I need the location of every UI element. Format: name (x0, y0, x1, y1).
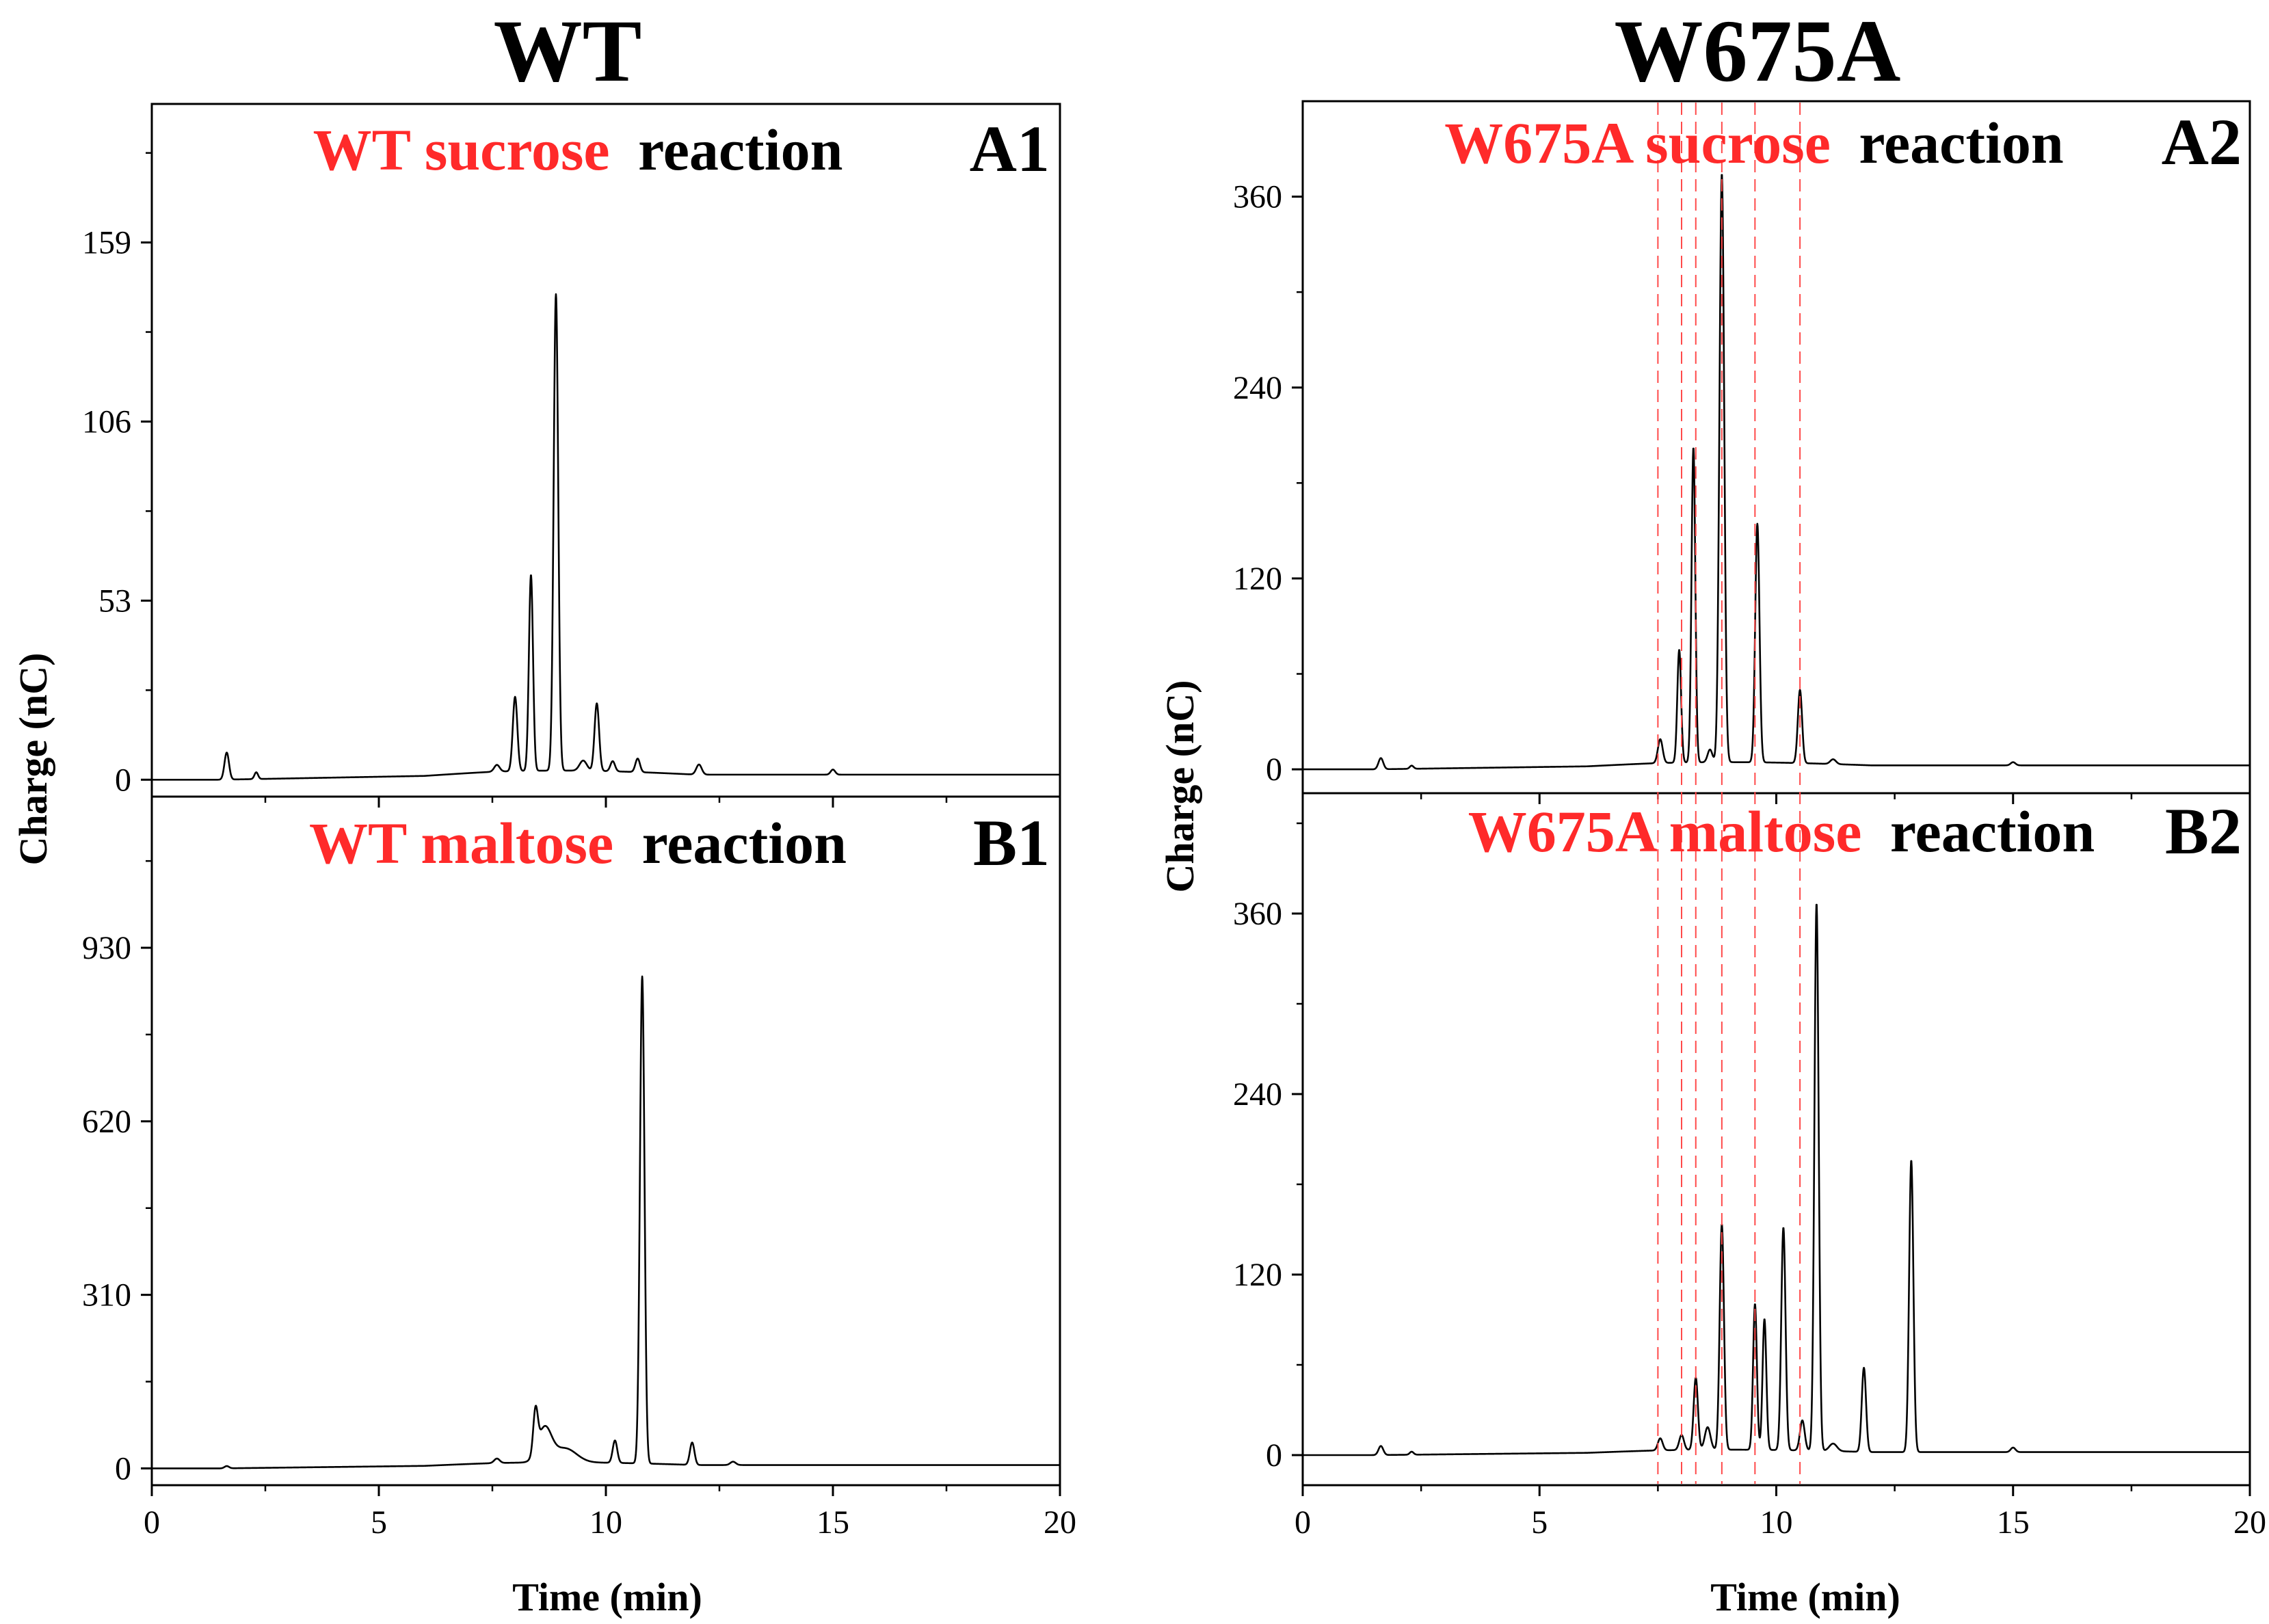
panel-title-b2-rest: reaction (1890, 799, 2095, 864)
y-tick-label-b2: 360 (1233, 896, 1282, 932)
panel-title-a1-highlight: WT sucrose (313, 117, 610, 183)
plot-frame-a1 (150, 103, 1061, 798)
column-title-wt: WT (494, 2, 642, 101)
x-tick-label-b2: 15 (1997, 1504, 2030, 1541)
panel-b1-wt-maltose: 0 310 620 930 0 5 10 15 20 (82, 795, 1076, 1541)
x-tick-label-b1: 10 (589, 1504, 622, 1541)
y-tick-label-a2: 0 (1266, 751, 1282, 788)
x-tick-label-b2: 10 (1760, 1504, 1793, 1541)
plot-frame-b2 (1301, 792, 2251, 1487)
x-tick-label-b1: 5 (371, 1504, 387, 1541)
x-axis-label-left: Time (min) (512, 1575, 702, 1619)
trace-line-b2 (1302, 903, 2251, 1456)
y-tick-label-a2: 240 (1233, 370, 1282, 406)
y-tick-label-b2: 120 (1233, 1257, 1282, 1293)
panel-title-b1-rest: reaction (642, 810, 847, 876)
panel-title-b1: WT maltose reaction (309, 810, 847, 876)
panel-a2-w675a-sucrose: 0 120 240 360 (1233, 100, 2251, 804)
panel-title-a2: W675A sucrose reaction (1444, 110, 2063, 176)
y-tick-label-a1: 106 (82, 403, 131, 440)
x-tick-label-b1: 0 (144, 1504, 160, 1541)
panel-b2-w675a-maltose: 0 120 240 360 0 5 10 15 20 (1233, 103, 2266, 1541)
x-tick-label-b2: 20 (2233, 1504, 2266, 1541)
y-tick-label-b1: 310 (82, 1277, 131, 1314)
plot-frame-a2 (1301, 100, 2251, 795)
y-tick-label-a2: 360 (1233, 179, 1282, 215)
panel-label-a2: A2 (2162, 105, 2242, 178)
y-tick-label-a2: 120 (1233, 561, 1282, 597)
x-tick-label-b1: 20 (1044, 1504, 1076, 1541)
panel-title-b2-highlight: W675A maltose (1468, 799, 1862, 864)
x-axis-label-right: Time (min) (1710, 1575, 1900, 1619)
panel-label-a1: A1 (970, 112, 1050, 185)
column-title-w675a: W675A (1615, 2, 1901, 101)
y-axis-label-right: Charge (nC) (1158, 680, 1202, 893)
panel-label-b2: B2 (2165, 795, 2242, 868)
panel-title-a1: WT sucrose reaction (313, 117, 843, 183)
y-tick-label-a1: 159 (82, 225, 131, 261)
panel-title-a2-rest: reaction (1859, 110, 2063, 176)
panel-title-a1-rest: reaction (638, 117, 842, 183)
trace-line-b1 (151, 975, 1061, 1469)
panel-title-b2: W675A maltose reaction (1468, 799, 2095, 864)
panel-label-b1: B1 (973, 806, 1050, 879)
y-tick-label-b2: 0 (1266, 1437, 1282, 1474)
y-tick-label-a1: 0 (115, 762, 131, 798)
trace-line-a2 (1302, 174, 2251, 771)
y-axis-label-left: Charge (nC) (11, 653, 55, 866)
x-tick-label-b2: 5 (1531, 1504, 1548, 1541)
y-tick-label-a1: 53 (98, 583, 131, 619)
plot-frame-b1 (150, 795, 1061, 1487)
x-tick-label-b2: 0 (1295, 1504, 1311, 1541)
y-tick-label-b1: 0 (115, 1450, 131, 1487)
trace-line-a1 (151, 293, 1061, 781)
panel-a1-wt-sucrose: 0 53 106 159 (82, 103, 1061, 808)
panel-title-a2-highlight: W675A sucrose (1444, 110, 1831, 176)
y-tick-label-b1: 930 (82, 930, 131, 966)
panel-title-b1-highlight: WT maltose (309, 810, 613, 876)
y-tick-label-b1: 620 (82, 1104, 131, 1140)
y-tick-label-b2: 240 (1233, 1076, 1282, 1113)
x-tick-label-b1: 15 (817, 1504, 849, 1541)
